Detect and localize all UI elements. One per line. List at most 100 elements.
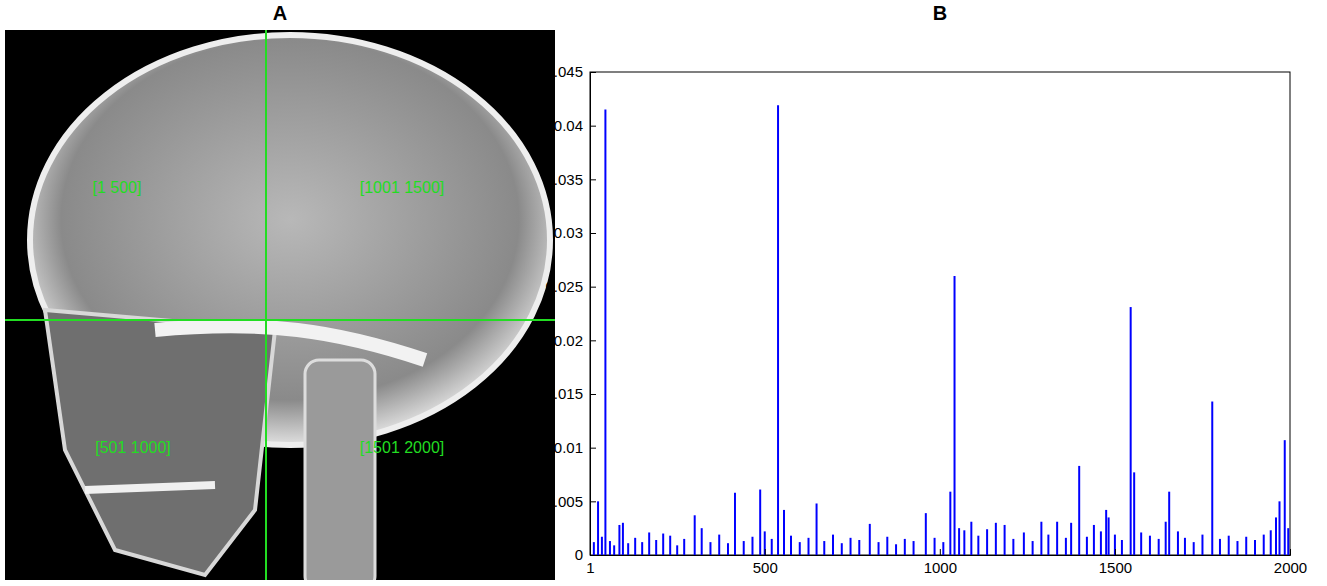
stem (777, 105, 779, 555)
y-tick-label: 0.015 (545, 385, 583, 402)
stem (1070, 523, 1072, 555)
stem (1130, 307, 1132, 555)
teeth (85, 485, 215, 490)
stem (977, 536, 979, 555)
y-tick-label: 0 (575, 546, 583, 563)
stem (622, 523, 624, 555)
stem (634, 538, 636, 555)
xray-image (5, 30, 555, 580)
stem (1287, 528, 1289, 555)
y-tick-mark (590, 448, 596, 449)
y-tick: 0.025 (545, 278, 596, 295)
region-label: [501 1000] (95, 439, 171, 456)
panel-letter: A (273, 2, 287, 24)
stem (601, 537, 603, 555)
stems (590, 105, 1288, 555)
stem (1114, 535, 1116, 555)
stem (841, 543, 843, 555)
stem (925, 513, 927, 555)
y-tick-mark (590, 233, 596, 234)
stem (1211, 402, 1213, 555)
stem (718, 535, 720, 555)
stem (1040, 522, 1042, 555)
stem (1278, 501, 1280, 555)
stem (1078, 466, 1080, 555)
x-tick: 1500 (1099, 549, 1132, 576)
y-tick: 0.005 (545, 493, 596, 510)
stem (958, 528, 960, 555)
stem (1236, 541, 1238, 555)
y-tick-label: 0.005 (545, 493, 583, 510)
y-tick-mark (590, 340, 596, 341)
y-tick: 0.045 (545, 63, 596, 80)
stem (1105, 510, 1107, 555)
stem (823, 541, 825, 555)
stem (1100, 531, 1102, 555)
panel-letter: B (933, 2, 947, 24)
stem (1133, 472, 1135, 555)
xray-background (5, 30, 555, 580)
figure: [1 500][501 1000][1001 1500][1501 2000]1… (0, 0, 1327, 586)
stem (1121, 540, 1123, 555)
stem (850, 538, 852, 555)
stem (669, 536, 671, 555)
stem (934, 538, 936, 555)
y-tick-label: 0.03 (554, 224, 583, 241)
stem (1140, 532, 1142, 555)
stem (618, 525, 620, 555)
stem (759, 490, 761, 555)
x-tick-mark (940, 549, 941, 555)
y-tick-mark (590, 72, 596, 73)
stem (942, 542, 944, 555)
y-tick: 0 (575, 546, 596, 563)
stem (662, 534, 664, 555)
x-tick-mark (1115, 549, 1116, 555)
stem (808, 538, 810, 555)
stem (790, 536, 792, 555)
stem (1108, 517, 1110, 555)
stem (743, 541, 745, 555)
stem (648, 532, 650, 555)
x-tick-label: 2000 (1274, 559, 1307, 576)
stem (1086, 537, 1088, 555)
stem (597, 501, 599, 555)
y-tick-label: 0.035 (545, 171, 583, 188)
x-tick-label: 1 (586, 559, 594, 576)
stem (963, 530, 965, 555)
y-tick: 0.02 (554, 332, 596, 349)
y-tick-label: 0.025 (545, 278, 583, 295)
y-tick-label: 0.01 (554, 439, 583, 456)
stem (1263, 535, 1265, 555)
stem (886, 537, 888, 555)
stem (1168, 492, 1170, 555)
y-tick-mark (590, 287, 596, 288)
stem (727, 543, 729, 555)
y-axis: 0 0.005 0.01 0.015 0.02 0.025 0.03 0.035 0.04 0.0… (545, 63, 596, 563)
stem (995, 523, 997, 555)
stem (1193, 542, 1195, 555)
stem (751, 537, 753, 555)
face (45, 310, 275, 575)
stem (1201, 535, 1203, 555)
y-tick-mark (590, 179, 596, 180)
stem (1012, 539, 1014, 555)
stem (609, 541, 611, 555)
stem (1032, 541, 1034, 555)
y-tick: 0.03 (554, 224, 596, 241)
stem (1270, 530, 1272, 555)
y-tick-label: 0.04 (554, 117, 583, 134)
stem (949, 492, 951, 555)
y-tick: 0.035 (545, 171, 596, 188)
stem (1219, 539, 1221, 555)
stem (858, 540, 860, 555)
y-tick: 0.015 (545, 385, 596, 402)
y-tick-label: 0.02 (554, 332, 583, 349)
x-tick-mark (765, 549, 766, 555)
stem (1149, 536, 1151, 555)
x-tick-label: 500 (753, 559, 778, 576)
x-tick: 500 (753, 549, 778, 576)
y-tick-mark (590, 555, 596, 556)
x-axis: 1500100015002000 (586, 549, 1307, 576)
stem (954, 276, 956, 555)
skull-base (155, 326, 425, 360)
